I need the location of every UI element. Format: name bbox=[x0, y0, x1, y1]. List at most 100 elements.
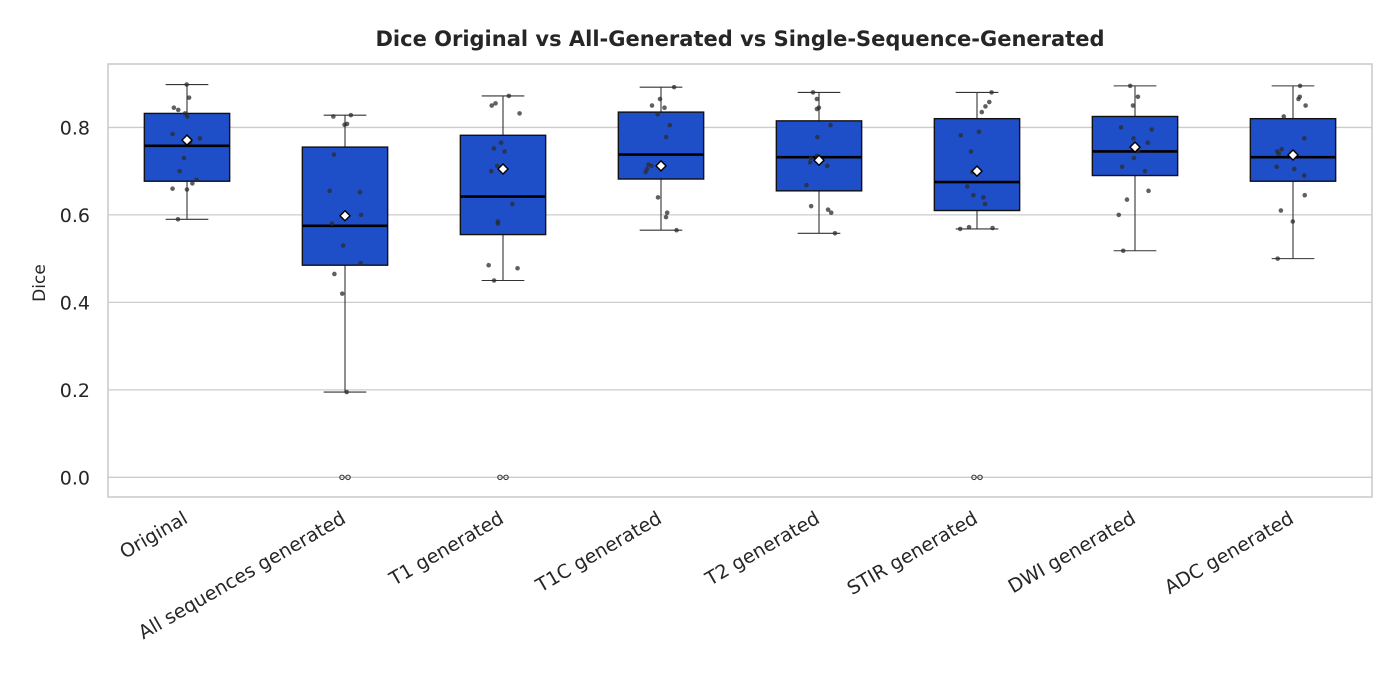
data-point bbox=[495, 221, 501, 226]
box-group bbox=[301, 114, 389, 393]
data-point bbox=[1120, 248, 1126, 254]
data-point bbox=[808, 155, 814, 161]
data-point bbox=[1278, 208, 1284, 213]
data-point bbox=[331, 114, 336, 119]
box-group bbox=[143, 84, 231, 220]
data-point bbox=[357, 189, 363, 195]
box-group bbox=[1249, 85, 1337, 260]
data-point bbox=[825, 207, 831, 212]
data-point bbox=[958, 132, 964, 138]
data-point bbox=[1290, 219, 1296, 224]
y-tick-label: 0.0 bbox=[60, 467, 90, 489]
y-tick-label: 0.6 bbox=[60, 205, 90, 227]
data-point bbox=[971, 192, 976, 198]
data-point bbox=[1301, 136, 1307, 141]
data-point bbox=[1303, 103, 1308, 108]
data-point bbox=[657, 96, 663, 102]
mean-marker bbox=[181, 134, 193, 147]
data-point bbox=[1131, 155, 1137, 161]
data-point bbox=[979, 109, 985, 115]
outlier-point bbox=[497, 474, 503, 481]
data-point bbox=[671, 84, 677, 90]
box-group bbox=[459, 95, 547, 282]
data-point bbox=[358, 212, 364, 218]
x-tick-label: ADC generated bbox=[1161, 507, 1298, 599]
data-point bbox=[649, 163, 654, 169]
data-point bbox=[332, 271, 337, 277]
mean-marker bbox=[971, 165, 983, 178]
data-point bbox=[489, 103, 495, 108]
data-point bbox=[186, 95, 192, 100]
data-point bbox=[184, 82, 189, 87]
data-point bbox=[344, 389, 350, 395]
data-point bbox=[331, 152, 337, 157]
data-point bbox=[814, 96, 820, 102]
x-tick-label: DWI generated bbox=[1004, 507, 1139, 598]
data-point bbox=[832, 230, 838, 236]
data-point bbox=[981, 195, 986, 200]
data-point bbox=[1301, 173, 1307, 178]
y-axis-ticks: 0.0 0.2 0.4 0.6 0.8 bbox=[60, 117, 90, 489]
data-point bbox=[493, 101, 498, 106]
y-tick-label: 0.4 bbox=[60, 292, 90, 314]
data-point bbox=[1297, 83, 1303, 89]
box-series bbox=[143, 84, 1337, 393]
data-point bbox=[358, 260, 363, 266]
data-point bbox=[982, 201, 988, 207]
y-axis-label: Dice bbox=[30, 264, 50, 302]
mean-marker bbox=[655, 159, 667, 172]
data-point bbox=[664, 210, 670, 216]
data-point bbox=[502, 149, 507, 154]
data-point bbox=[1124, 197, 1130, 202]
data-point bbox=[1135, 94, 1141, 100]
data-point bbox=[1145, 140, 1151, 146]
data-point bbox=[976, 129, 982, 135]
chart-title: Dice Original vs All-Generated vs Single… bbox=[375, 27, 1104, 51]
y-tick-label: 0.8 bbox=[60, 117, 90, 139]
data-point bbox=[1149, 127, 1155, 132]
data-point bbox=[197, 136, 203, 141]
data-point bbox=[517, 111, 522, 116]
data-point bbox=[184, 114, 190, 119]
data-point bbox=[1142, 168, 1148, 174]
x-tick-label: T1 generated bbox=[385, 507, 508, 590]
outlier-point bbox=[339, 474, 345, 481]
data-point bbox=[327, 188, 332, 194]
plot-frame bbox=[107, 63, 1373, 498]
data-point bbox=[171, 105, 177, 111]
data-point bbox=[1118, 125, 1124, 130]
data-point bbox=[824, 163, 830, 169]
y-tick-label: 0.2 bbox=[60, 380, 90, 402]
data-point bbox=[491, 146, 497, 151]
data-point bbox=[486, 262, 491, 268]
data-point bbox=[1274, 164, 1279, 170]
box bbox=[933, 117, 1021, 212]
data-point bbox=[181, 155, 187, 161]
data-point bbox=[1296, 96, 1301, 102]
data-point bbox=[510, 201, 515, 207]
data-point bbox=[1281, 114, 1287, 119]
data-point bbox=[190, 181, 195, 186]
data-point bbox=[815, 134, 820, 140]
data-points bbox=[170, 82, 1308, 481]
data-point bbox=[968, 149, 974, 154]
box bbox=[1091, 115, 1179, 177]
data-point bbox=[184, 187, 190, 192]
data-point bbox=[170, 186, 175, 191]
data-point bbox=[989, 90, 994, 95]
x-tick-label: Original bbox=[116, 507, 191, 563]
data-point bbox=[1130, 103, 1136, 108]
box-group bbox=[1091, 85, 1179, 252]
data-point bbox=[667, 122, 673, 128]
outlier-point bbox=[503, 474, 509, 481]
outlier-point bbox=[977, 474, 983, 481]
data-point bbox=[177, 168, 182, 174]
data-point bbox=[804, 182, 809, 188]
data-point bbox=[814, 106, 820, 112]
data-point bbox=[1119, 164, 1125, 170]
data-point bbox=[674, 227, 679, 233]
mean-marker bbox=[813, 154, 825, 167]
mean-marker bbox=[1129, 141, 1141, 154]
data-point bbox=[990, 225, 995, 231]
